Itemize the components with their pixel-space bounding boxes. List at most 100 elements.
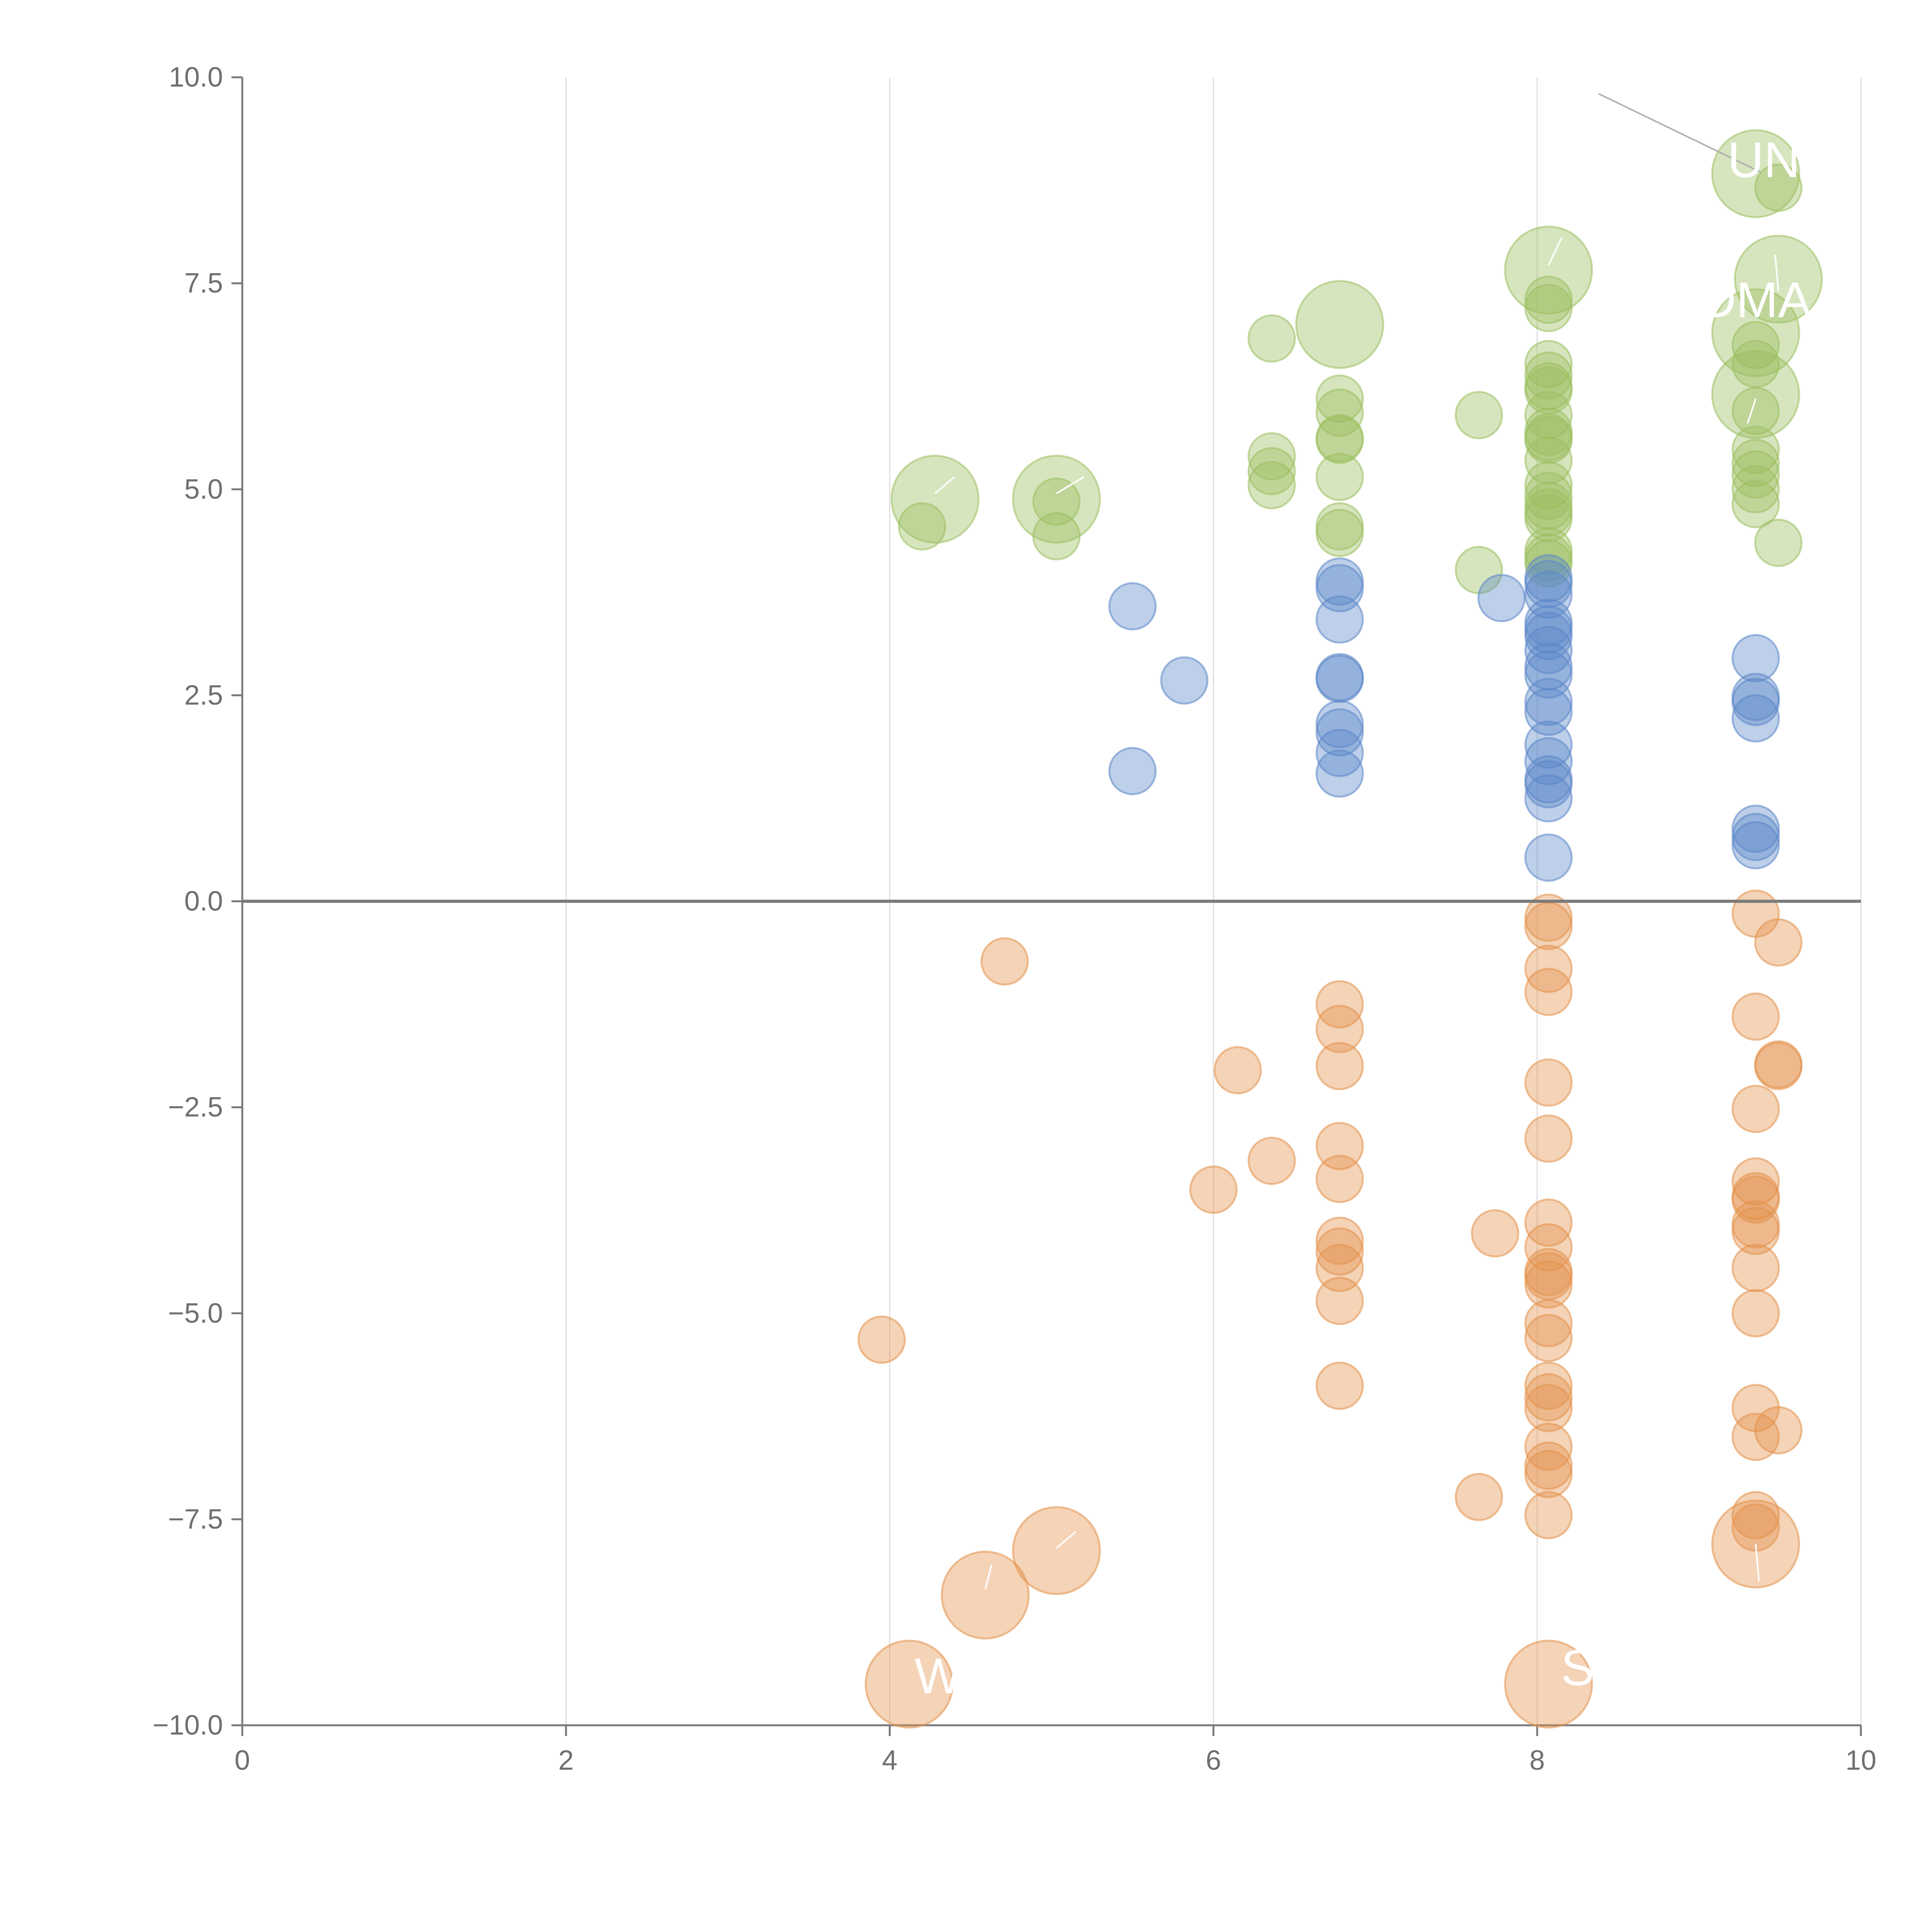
orange-bubble xyxy=(1315,1277,1364,1325)
orange-bubble xyxy=(1731,1491,1780,1539)
orange-bubble xyxy=(1315,1361,1364,1410)
orange-bubble xyxy=(1524,1223,1573,1272)
blue-bubble xyxy=(1524,650,1573,699)
leader-line xyxy=(1747,398,1757,424)
orange-bubble xyxy=(1754,1042,1803,1090)
orange-bubble xyxy=(1315,1243,1364,1292)
orange-bubble xyxy=(1504,1639,1593,1729)
orange-bubble xyxy=(1247,1136,1296,1185)
orange-bubble xyxy=(1524,1450,1573,1498)
y-tick-label: −2.5 xyxy=(168,1092,223,1123)
green-bubble xyxy=(1524,415,1573,464)
x-tick-label: 2 xyxy=(558,1745,574,1776)
orange-bubble xyxy=(1524,1260,1573,1309)
orange-bubble xyxy=(1315,1155,1364,1203)
orange-bubble xyxy=(1524,1114,1573,1163)
x-tick-label: 8 xyxy=(1529,1745,1545,1776)
green-bubble xyxy=(1247,461,1296,510)
green-bubble xyxy=(1247,314,1296,363)
green-bubble xyxy=(1032,477,1081,526)
orange-bubble xyxy=(1012,1506,1101,1595)
blue-bubble xyxy=(1731,677,1780,726)
blue-bubble xyxy=(1108,747,1157,796)
blue-bubble xyxy=(1524,560,1573,608)
green-bubble xyxy=(1731,439,1780,487)
green-bubble xyxy=(1734,235,1823,324)
orange-bubble xyxy=(980,937,1029,986)
orange-bubble xyxy=(1315,980,1364,1029)
bubble-annotation-label: DMA xyxy=(1700,272,1811,328)
leader-line xyxy=(1755,1544,1760,1581)
orange-bubble xyxy=(1524,1422,1573,1471)
orange-bubble xyxy=(1189,1165,1238,1214)
orange-bubble xyxy=(1524,1384,1573,1432)
orange-bubble xyxy=(1315,1005,1364,1053)
blue-bubble xyxy=(1731,634,1780,682)
blue-bubble xyxy=(1315,708,1364,757)
orange-bubble xyxy=(1524,901,1573,950)
green-bubble xyxy=(1315,374,1364,423)
green-bubble xyxy=(1247,447,1296,495)
green-bubble xyxy=(1731,425,1780,474)
x-tick-label: 4 xyxy=(882,1745,898,1776)
blue-bubble xyxy=(1524,833,1573,882)
green-bubble xyxy=(1731,480,1780,529)
x-tick-label: 0 xyxy=(235,1745,250,1776)
green-bubble xyxy=(1315,415,1364,464)
leader-line xyxy=(1774,254,1779,292)
green-bubble xyxy=(1524,494,1573,543)
blue-bubble xyxy=(1524,612,1573,660)
orange-bubble xyxy=(1731,1207,1780,1255)
orange-bubble xyxy=(1315,1227,1364,1276)
y-tick-label: 10.0 xyxy=(169,62,223,93)
orange-bubble xyxy=(1524,1373,1573,1422)
green-bubble xyxy=(1754,519,1803,567)
blue-bubble xyxy=(1315,655,1364,703)
x-tick-label: 10 xyxy=(1845,1745,1876,1776)
green-bubble xyxy=(1524,351,1573,400)
blue-bubble xyxy=(1315,595,1364,644)
orange-bubble xyxy=(1315,1216,1364,1265)
y-tick-label: 7.5 xyxy=(184,268,223,299)
blue-bubble xyxy=(1160,656,1209,705)
green-bubble xyxy=(1315,388,1364,437)
orange-bubble xyxy=(1731,1085,1780,1133)
y-tick-label: 5.0 xyxy=(184,474,223,505)
blue-bubble xyxy=(1524,720,1573,769)
green-bubble xyxy=(1315,509,1364,557)
orange-bubble xyxy=(1731,1289,1780,1338)
blue-bubble xyxy=(1315,729,1364,777)
blue-bubble xyxy=(1524,760,1573,809)
green-bubble xyxy=(1524,284,1573,332)
orange-bubble xyxy=(1471,1209,1519,1258)
leader-line xyxy=(984,1564,993,1590)
green-bubble xyxy=(1315,452,1364,501)
green-bubble xyxy=(1711,129,1800,218)
y-tick-label: 2.5 xyxy=(184,680,223,711)
green-bubble xyxy=(1524,461,1573,510)
orange-bubble xyxy=(1524,1491,1573,1539)
bubble-labels: UN DMA W S xyxy=(915,131,1812,1704)
y-tick-label: −10.0 xyxy=(153,1710,223,1741)
blue-bubble xyxy=(1477,574,1526,622)
green-bubble xyxy=(1032,512,1081,561)
orange-bubble xyxy=(1731,992,1780,1041)
green-bubble xyxy=(1454,391,1503,439)
blue-bubble xyxy=(1731,694,1780,743)
orange-bubble xyxy=(1454,1473,1503,1521)
green-bubble xyxy=(1012,454,1101,544)
blue-bubble xyxy=(1524,626,1573,674)
y-tick-label: −7.5 xyxy=(168,1504,223,1535)
green-bubble xyxy=(890,454,980,544)
orange-bubble xyxy=(864,1639,954,1729)
green-bubble xyxy=(1295,280,1384,369)
leader-line xyxy=(934,476,955,494)
leader-lines xyxy=(242,93,1861,1590)
bubble-annotation-label: UN xyxy=(1728,131,1800,188)
leader-line xyxy=(1548,237,1562,266)
y-tick-label: 0.0 xyxy=(184,886,223,917)
orange-bubble xyxy=(1315,1042,1364,1090)
blue-bubble xyxy=(1524,687,1573,736)
leader-line xyxy=(1056,476,1085,494)
